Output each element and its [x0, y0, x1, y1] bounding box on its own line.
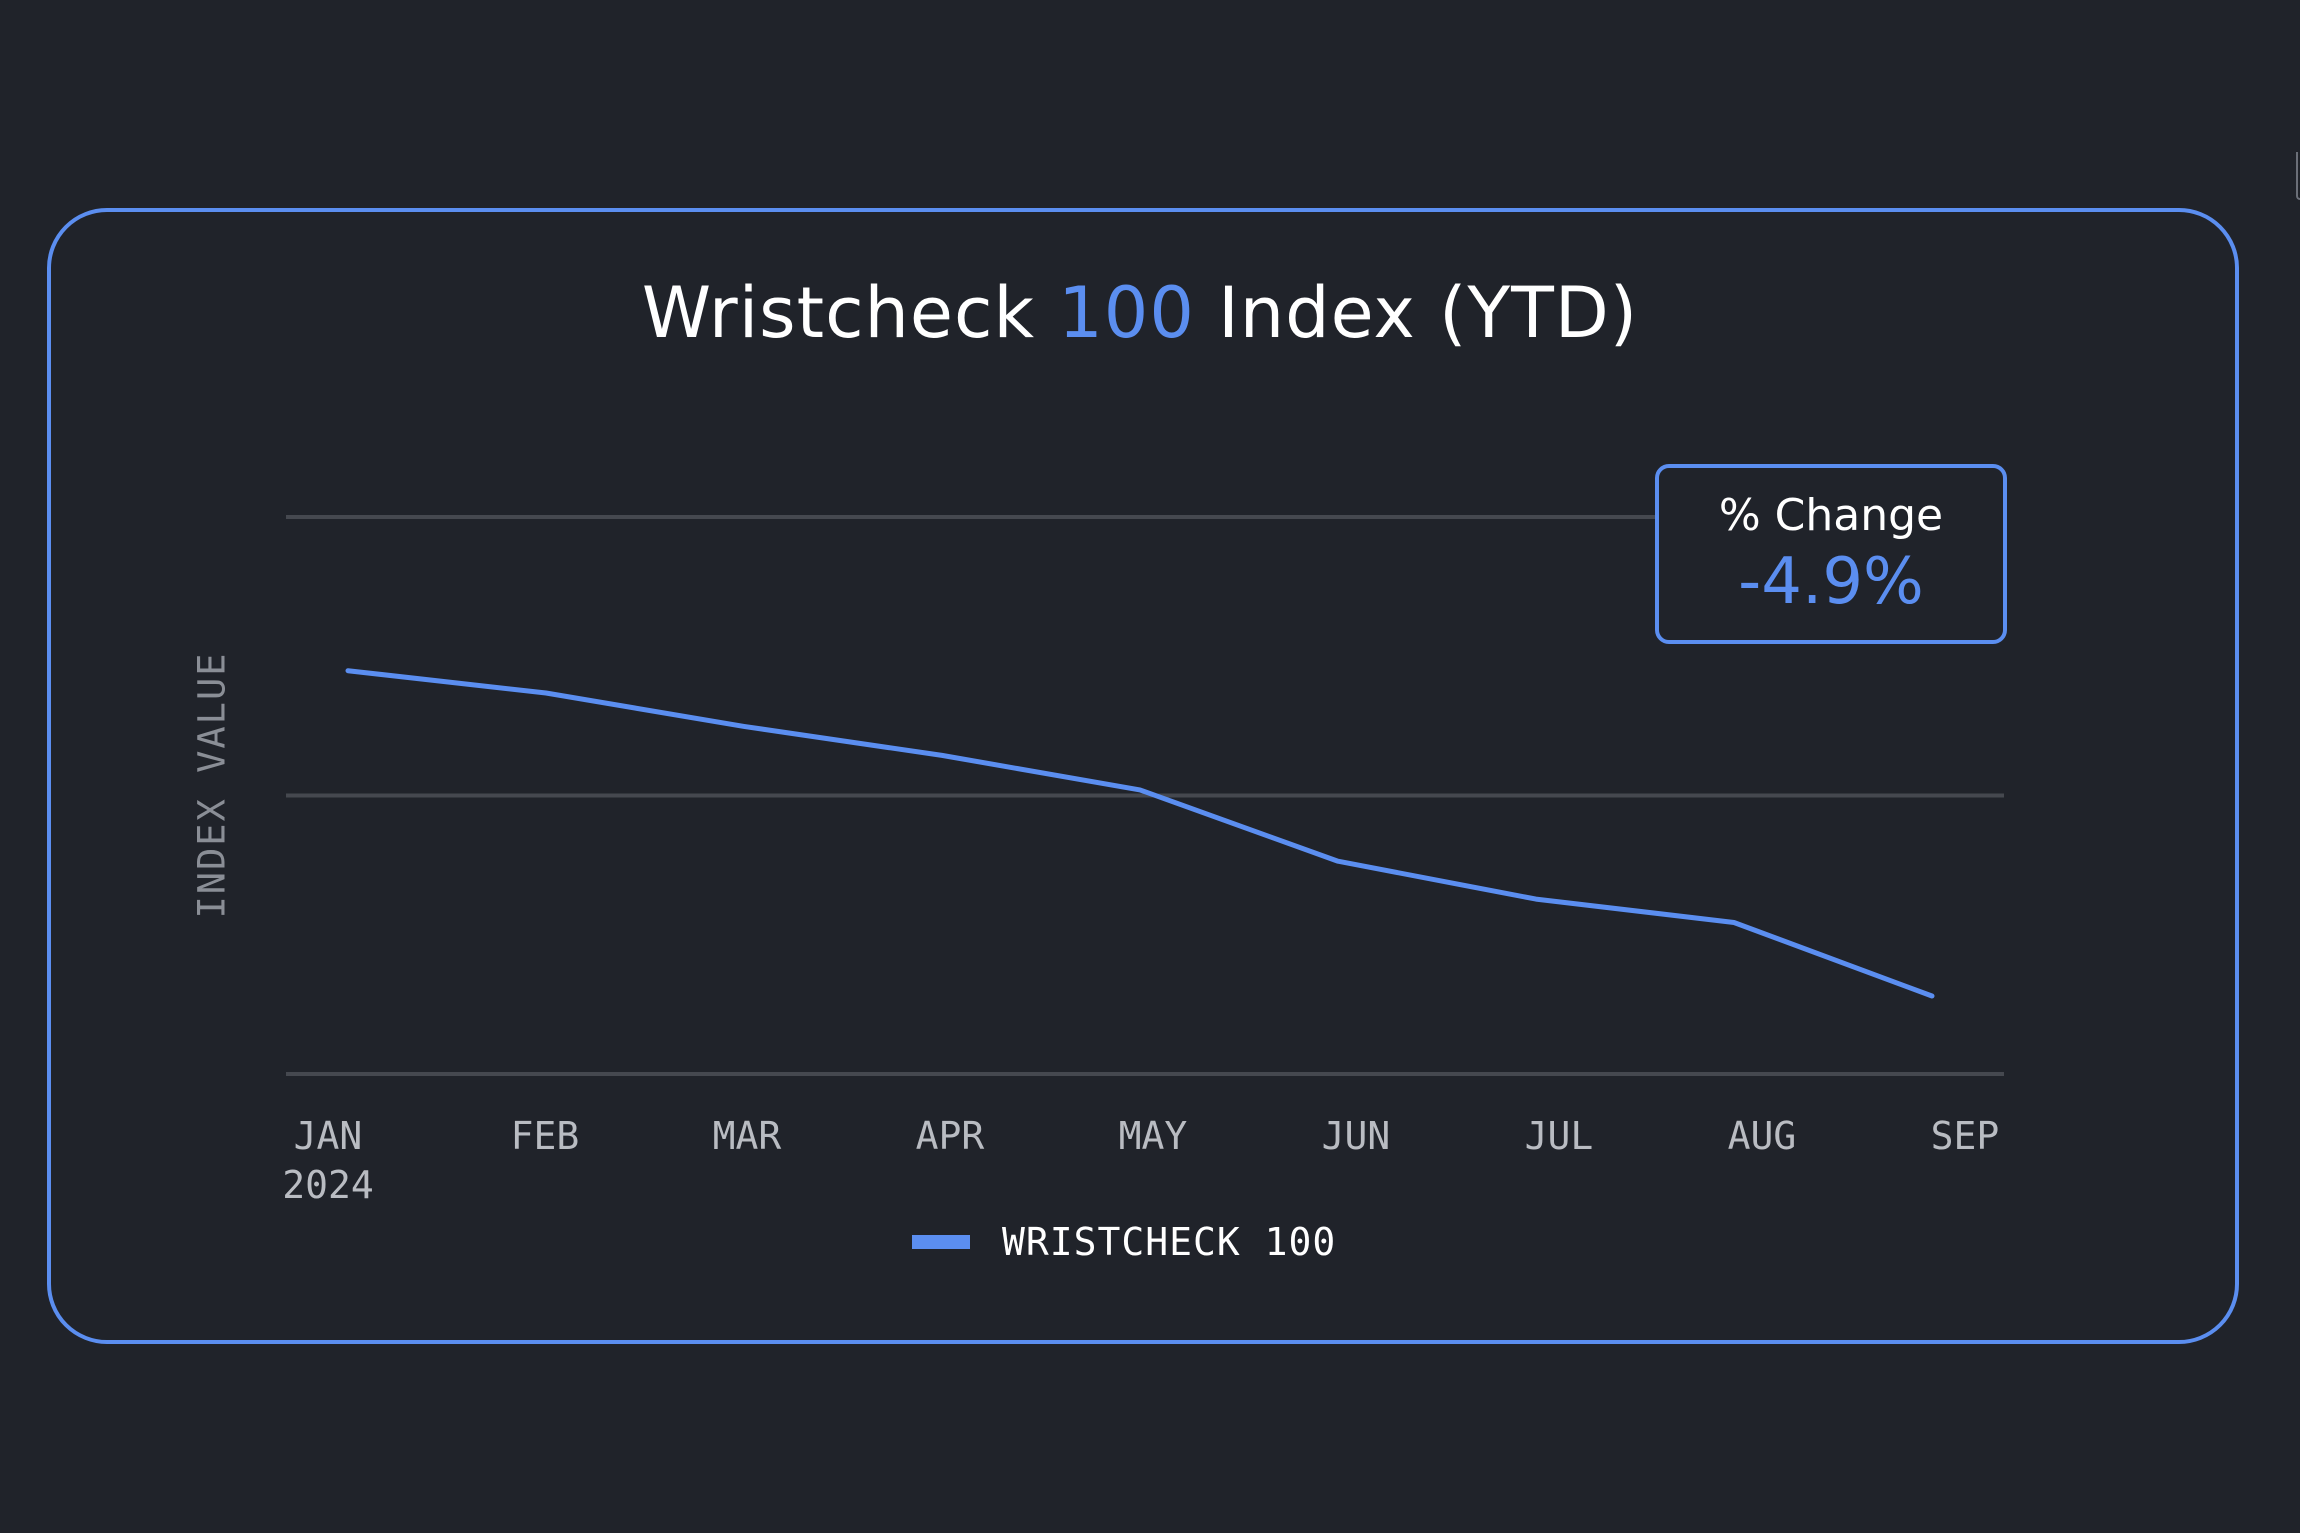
x-tick-text: AUG — [1727, 1114, 1797, 1158]
percent-change-label: % Change — [1718, 490, 1944, 541]
x-tick-label: APR — [916, 1112, 985, 1161]
x-tick-label: JUN — [1322, 1112, 1391, 1161]
x-tick-label: JAN 2024 — [282, 1112, 374, 1210]
chart-legend: WRISTCHECK 100 — [912, 1220, 1336, 1264]
chart-card — [47, 208, 2239, 1344]
legend-series-name: WRISTCHECK 100 — [1002, 1220, 1337, 1264]
x-tick-text: SEP — [1930, 1114, 2000, 1158]
legend-swatch — [912, 1235, 970, 1249]
percent-change-value: -4.9% — [1738, 545, 1924, 619]
x-tick-label: AUG — [1728, 1112, 1797, 1161]
x-tick-text: JUN — [1321, 1114, 1391, 1158]
x-tick-text: MAR — [712, 1114, 782, 1158]
x-tick-label: FEB — [511, 1112, 580, 1161]
x-tick-label: MAR — [713, 1112, 782, 1161]
x-tick-text: MAY — [1118, 1114, 1188, 1158]
x-tick-sublabel: 2024 — [282, 1163, 374, 1207]
x-tick-label: SEP — [1931, 1112, 2000, 1161]
series-line — [345, 668, 1935, 999]
x-tick-text: JUL — [1524, 1114, 1594, 1158]
x-tick-text: FEB — [510, 1114, 580, 1158]
title-accent: 100 — [1058, 272, 1195, 354]
x-tick-label: MAY — [1119, 1112, 1188, 1161]
chart-title: Wristcheck 100 Index (YTD) — [0, 272, 2280, 354]
x-tick-text: APR — [915, 1114, 985, 1158]
y-axis-label: INDEX VALUE — [190, 651, 234, 919]
percent-change-callout: % Change -4.9% — [1655, 464, 2007, 644]
x-tick-text: JAN — [293, 1114, 363, 1158]
x-tick-label: JUL — [1525, 1112, 1594, 1161]
scrollbar-edge — [2296, 152, 2300, 200]
title-part-1: Wristcheck — [641, 272, 1059, 354]
title-part-2: Index (YTD) — [1194, 272, 1639, 354]
